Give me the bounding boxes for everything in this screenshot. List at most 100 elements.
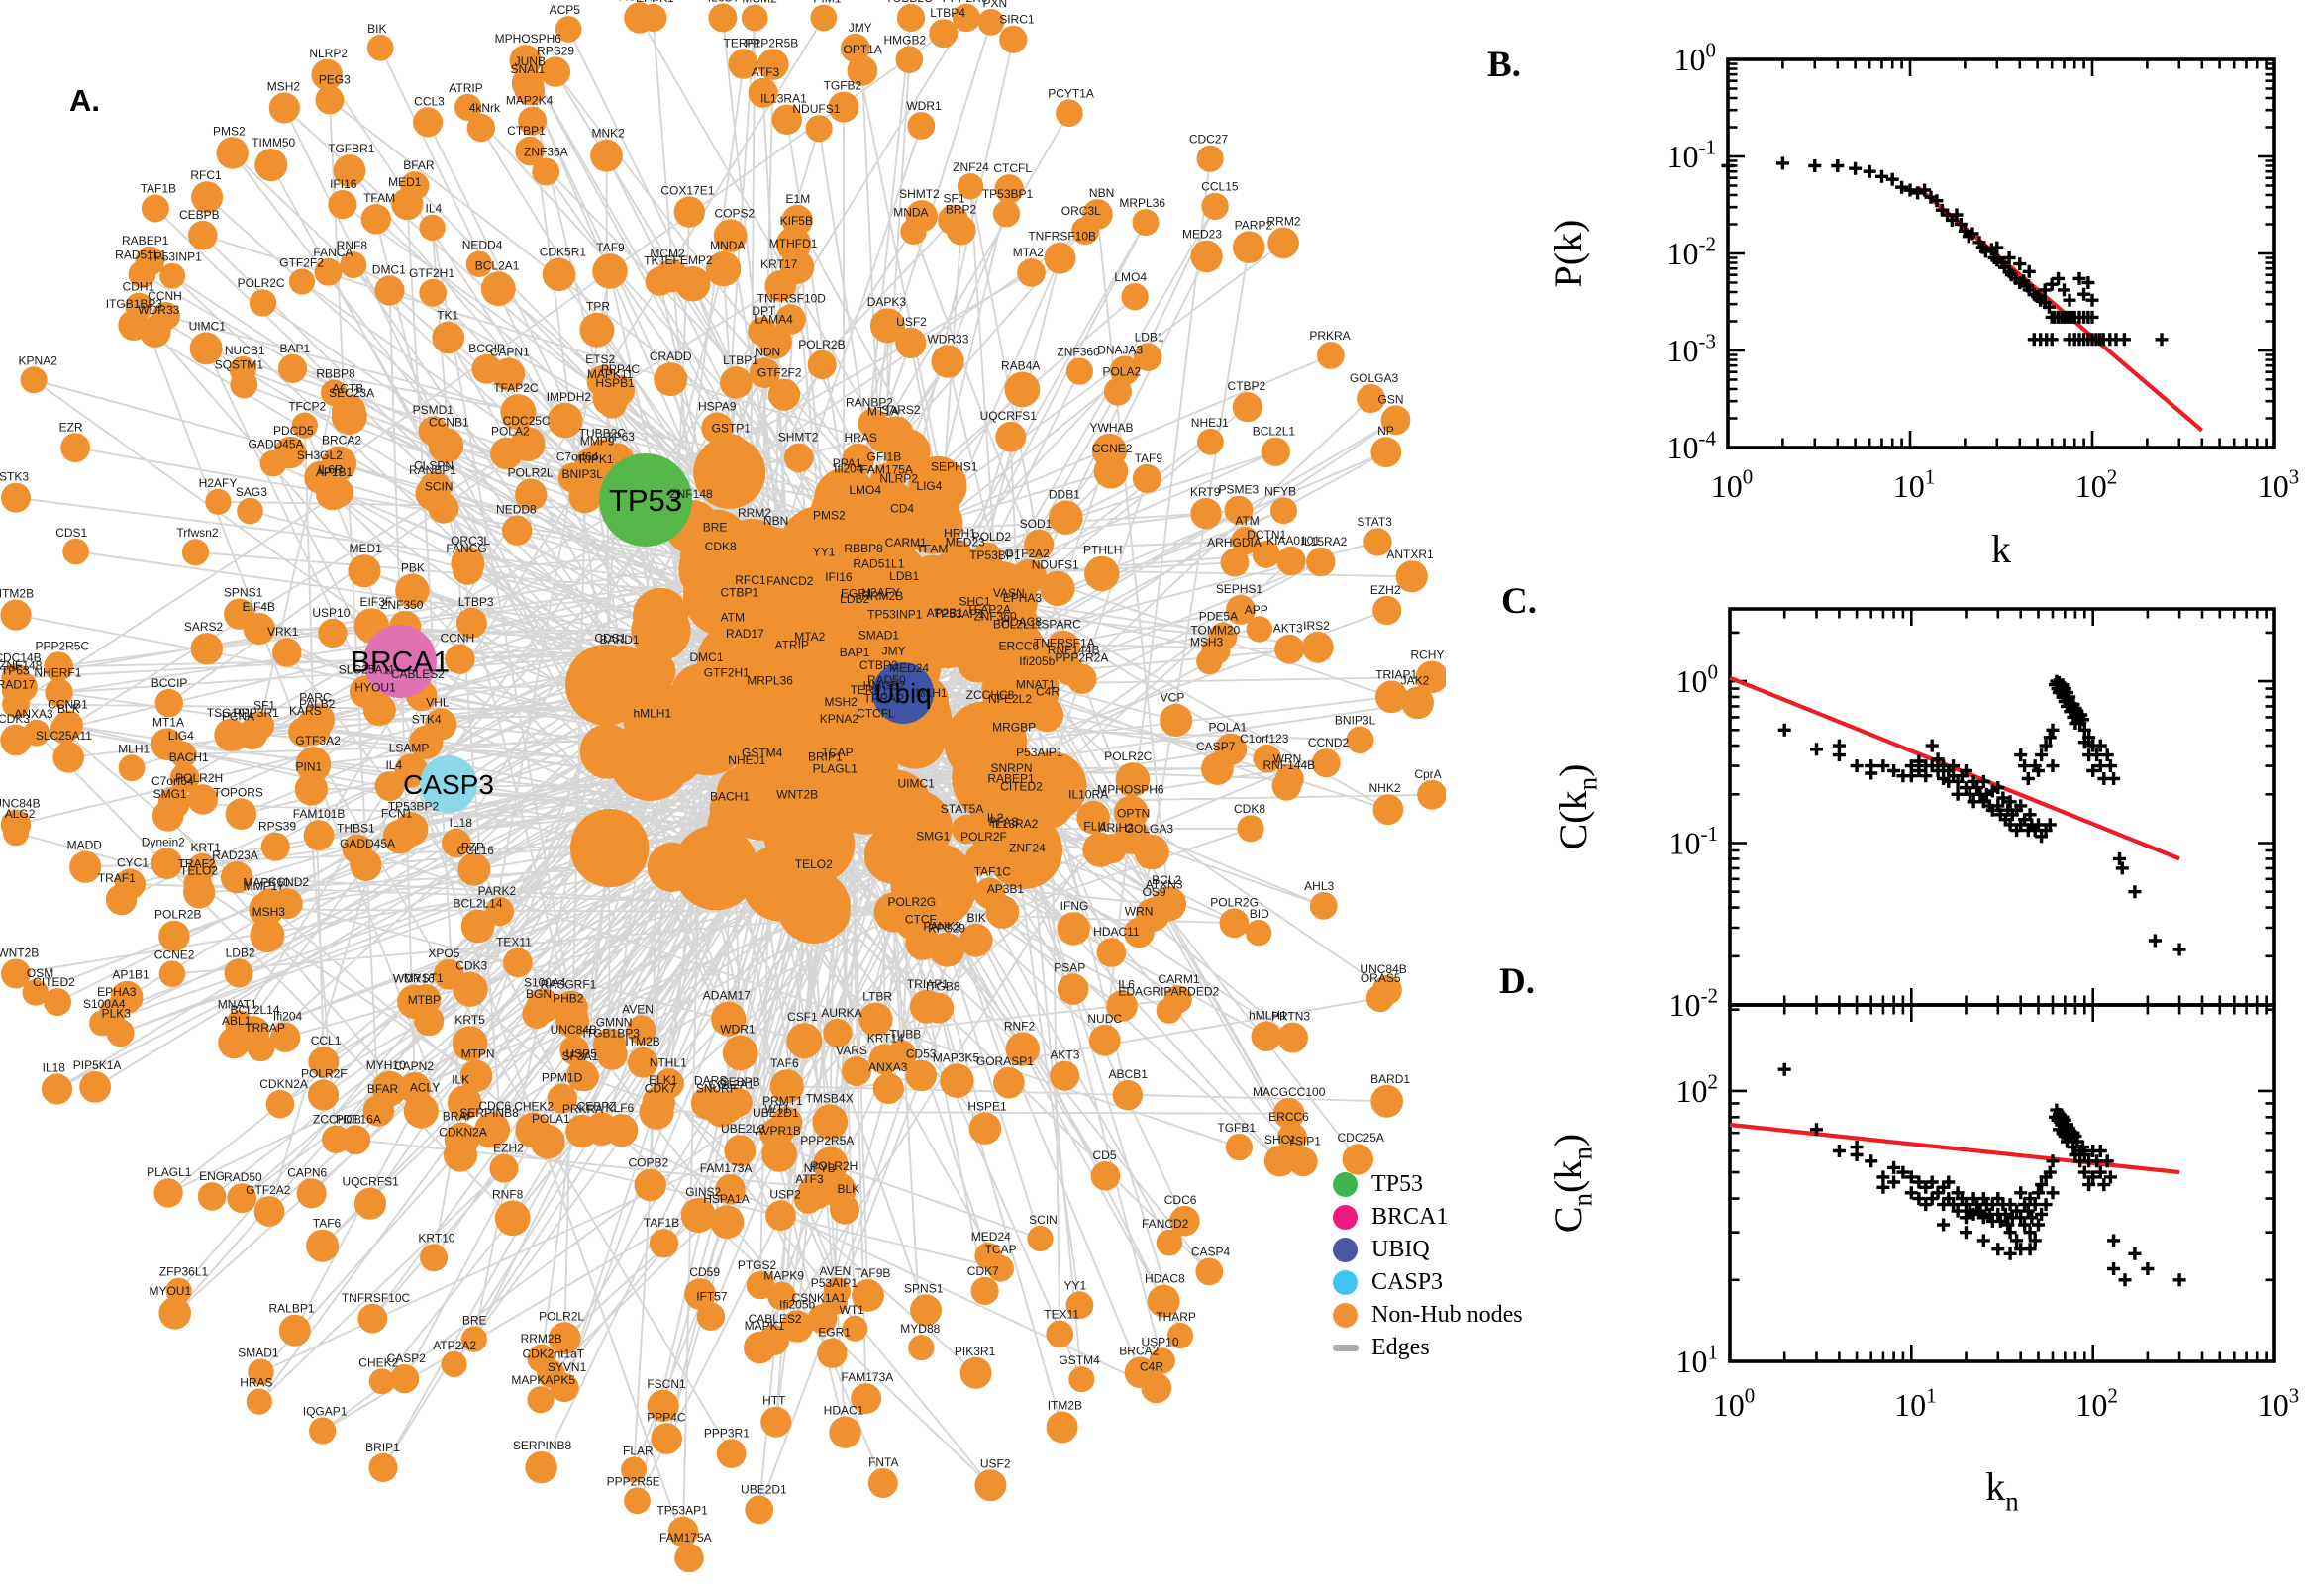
node-label: RFC1 [190, 168, 222, 182]
node-label: PSME3 [1218, 483, 1259, 497]
network-node [715, 1174, 746, 1205]
node-label: CCND2 [1308, 736, 1350, 749]
network-node [771, 104, 802, 135]
node-label: ORC3L [451, 534, 490, 548]
network-node [420, 1244, 449, 1272]
network-node [710, 1205, 745, 1240]
node-label: UBE2D1 [753, 1106, 799, 1120]
network-node [758, 325, 792, 359]
node-label: CCL1 [311, 1034, 342, 1047]
y-tick-label: 10-1 [1667, 136, 1717, 174]
node-label: VASN [993, 586, 1025, 600]
network-node [1374, 680, 1408, 714]
node-label: MSH3 [1190, 636, 1224, 649]
node-label: KPNA2 [820, 712, 859, 726]
node-label: MT1A [867, 404, 899, 418]
network-node [799, 724, 874, 799]
network-node [445, 644, 475, 674]
node-label: SPNS1 [224, 586, 263, 600]
network-node [460, 1326, 487, 1352]
network-node [474, 1119, 504, 1148]
node-label: NLRP2 [309, 47, 348, 60]
node-label: CD59 [689, 1265, 720, 1279]
node-label: VARS [836, 1044, 867, 1057]
network-node [419, 471, 452, 504]
panel-c-label: C. [1501, 581, 1537, 622]
network-node [828, 91, 859, 123]
node-label: MYH10 [366, 1058, 406, 1072]
node-label: BARD1 [1370, 1072, 1410, 1086]
node-label: YY1 [1064, 1278, 1087, 1292]
node-label: RAD23A [212, 848, 258, 862]
node-label: GOLGA3 [1125, 822, 1174, 836]
network-graph: TCAP Ifi204 H2AFY ZCCHC8 CDS1 hMLH1 MRPL36 BAP1… [0, 0, 1446, 1573]
node-label: CDS1 [55, 526, 87, 540]
network-node [724, 1135, 757, 1167]
node-label: MPHOSPH6 [495, 32, 562, 46]
node-label: AP2B1 [927, 606, 964, 620]
node-label: TRIAP1 [1375, 667, 1417, 681]
network-node [674, 265, 711, 302]
node-label: LDB1 [1135, 330, 1164, 344]
node-label: POLR2L [508, 465, 554, 479]
node-label: RNF8 [492, 1187, 524, 1201]
node-label: SHC1 [959, 595, 990, 609]
network-node [44, 988, 72, 1017]
node-label: PFAS [988, 815, 1019, 829]
node-label: CCNB1 [48, 697, 88, 711]
node-label: KRT1 [190, 841, 221, 854]
node-label: RASGRF1 [541, 978, 597, 992]
node-label: SEPHS1 [1216, 582, 1263, 596]
node-label: ORC3L [1061, 204, 1101, 218]
network-node [190, 633, 223, 665]
node-label: TFCP2 [288, 400, 326, 414]
network-node [69, 850, 102, 883]
node-label: TPR [586, 300, 610, 314]
node-label: SOD1 [1020, 517, 1053, 531]
node-label: AVPR1B [755, 1124, 800, 1138]
legend-item-label: BRCA1 [1371, 1204, 1449, 1230]
network-node [708, 3, 738, 33]
network-node [454, 93, 482, 121]
network-node [419, 214, 446, 242]
node-label: TFAP2C [493, 381, 539, 395]
network-node [525, 1451, 557, 1484]
node-label: POLR2H [175, 771, 223, 785]
node-label: BRE [703, 521, 728, 535]
network-node [586, 364, 619, 397]
node-label: BCCIP [152, 676, 188, 690]
node-label: BLK [838, 1182, 860, 1196]
node-label: GADD45A [248, 438, 303, 451]
node-label: Trfwsn2 [176, 526, 219, 540]
node-label: ITGB1BP3 [106, 297, 163, 311]
network-node [1253, 744, 1282, 773]
node-label: BCL2L1 [1253, 425, 1296, 439]
node-label: NBN [763, 514, 788, 528]
network-node [432, 321, 465, 354]
node-label: ABL1 [222, 1014, 252, 1028]
node-label: PIN1 [296, 760, 323, 774]
hub-node-tp53 [599, 453, 692, 547]
network-node [1208, 622, 1238, 651]
node-label: POLR2L [539, 1309, 584, 1323]
node-label: GADD45A [340, 837, 395, 850]
network-node [0, 599, 32, 631]
node-label: CDC27 [1189, 133, 1229, 147]
network-node [1005, 1032, 1040, 1066]
node-label: ITM2B [0, 587, 34, 601]
network-node [896, 3, 926, 33]
network-node [79, 1071, 111, 1103]
node-label: HRH1 [944, 527, 976, 541]
network-node [993, 773, 1027, 807]
x-tick-label: 103 [2258, 465, 2300, 504]
node-label: PCYT1A [1048, 86, 1094, 100]
node-label: CDK7 [967, 1264, 999, 1278]
network-node [627, 1047, 658, 1078]
network-node [741, 4, 768, 32]
node-label: PLK3 [102, 1006, 132, 1020]
legend-item-casp3: CASP3 [1333, 1266, 1590, 1299]
network-node [908, 1335, 935, 1361]
node-label: PIK3R1 [955, 1345, 996, 1358]
node-label: SMAD1 [858, 628, 900, 642]
node-label: BCL2L14 [453, 897, 502, 911]
